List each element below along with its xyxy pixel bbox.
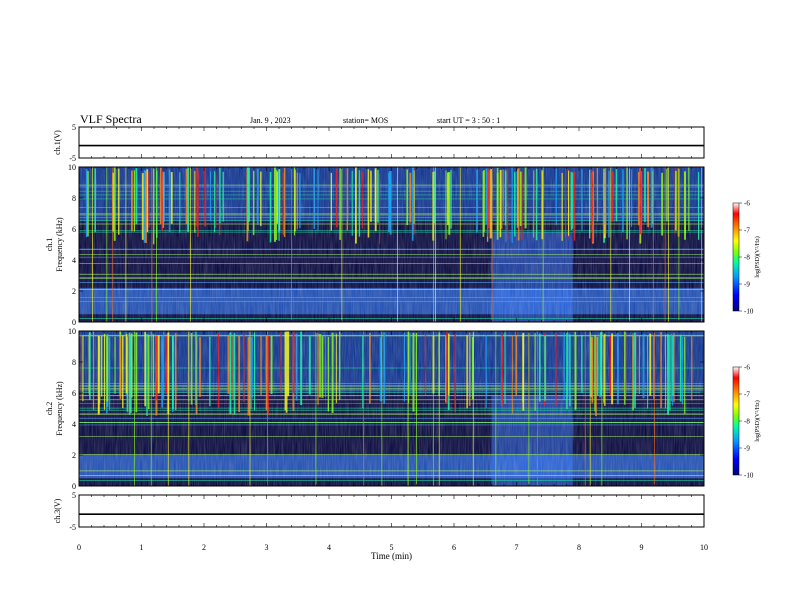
x-tick-label: 8 (577, 543, 581, 552)
x-tick-label: 9 (640, 543, 644, 552)
x-tick-label: 0 (77, 543, 81, 552)
colorbar-tick-label: -6 (744, 364, 750, 372)
y-tick-label: 4 (72, 256, 76, 265)
y-tick-label: 6 (72, 389, 76, 398)
y-tick-label: -5 (69, 154, 76, 163)
colorbar (732, 202, 740, 312)
x-tick-label: 6 (452, 543, 456, 552)
x-tick-label: 3 (265, 543, 269, 552)
y-axis-label: ch.1(V) (53, 130, 62, 155)
panel-ch3_voltage: 5 -5 ch.3(V) (53, 491, 705, 532)
x-tick-label: 7 (515, 543, 519, 552)
y-tick-label: 0 (72, 318, 76, 327)
colorbar-tick-label: -9 (744, 281, 750, 289)
y-axis-label: Frequency (kHz) (55, 381, 64, 436)
panel-ch1_spectrogram: -6 -7 -8 -9 -10 log(PSD)(V²/Hz) 0 2 4 6 8 10 ch.1 Fre… (45, 163, 761, 327)
station-label: station= MOS (343, 116, 388, 125)
y-tick-label: 5 (72, 491, 76, 500)
x-tick-label: 4 (327, 543, 331, 552)
colorbar-tick-label: -10 (744, 472, 754, 480)
colorbar-tick-label: -7 (744, 391, 750, 399)
y-tick-label: 0 (72, 482, 76, 491)
y-tick-label: 10 (68, 163, 76, 172)
x-tick-label: 1 (140, 543, 144, 552)
colorbar-label: log(PSD)(V²/Hz) (754, 236, 761, 277)
start-time-label: start UT = 3 : 50 : 1 (437, 116, 500, 125)
y-tick-label: 4 (72, 420, 76, 429)
x-tick-label: 10 (700, 543, 708, 552)
date-label: Jan. 9 , 2023 (250, 116, 291, 125)
voltage-background (79, 127, 704, 158)
colorbar-tick-label: -8 (744, 418, 750, 426)
x-axis-label: Time (min) (371, 551, 412, 561)
y-axis-label: ch.3(V) (53, 498, 62, 523)
y-tick-label: 8 (72, 358, 76, 367)
y-tick-label: 8 (72, 194, 76, 203)
colorbar-tick-label: -8 (744, 254, 750, 262)
x-tick-label: 2 (202, 543, 206, 552)
y-axis-label: Frequency (kHz) (55, 217, 64, 272)
noise-texture (79, 167, 704, 322)
noise-texture (79, 331, 704, 486)
colorbar-tick-label: -7 (744, 227, 750, 235)
y-tick-label: 10 (68, 327, 76, 336)
y-tick-label: 2 (72, 287, 76, 296)
colorbar-tick-label: -10 (744, 308, 754, 316)
x-tick-label: 5 (390, 543, 394, 552)
figure-title: VLF Spectra (80, 112, 142, 126)
voltage-background (79, 495, 704, 527)
colorbar-tick-label: -9 (744, 445, 750, 453)
colorbar-tick-label: -6 (744, 200, 750, 208)
colorbar-label: log(PSD)(V²/Hz) (754, 400, 761, 441)
y-tick-label: 2 (72, 451, 76, 460)
y-tick-label: 6 (72, 225, 76, 234)
y-axis-label: ch.2 (45, 402, 54, 416)
y-tick-label: -5 (69, 523, 76, 532)
y-tick-label: 5 (72, 123, 76, 132)
colorbar (732, 366, 740, 476)
panel-ch2_spectrogram: -6 -7 -8 -9 -10 log(PSD)(V²/Hz) 0 2 4 6 8 10 ch.2 Fre… (45, 327, 761, 491)
y-axis-label: ch.1 (45, 238, 54, 252)
panel-ch1_voltage: 5 -5 ch.1(V) (53, 123, 705, 163)
